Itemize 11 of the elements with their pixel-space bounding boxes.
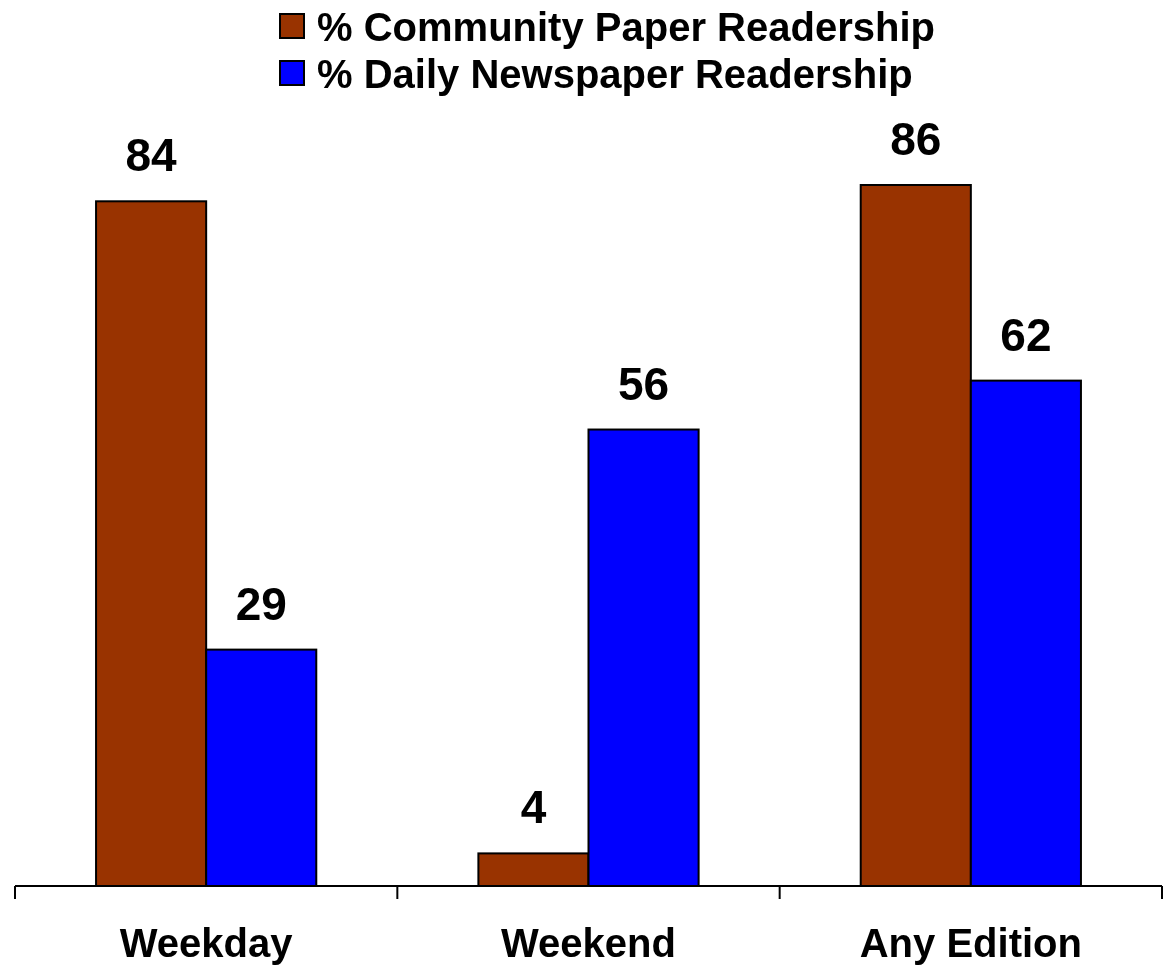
x-tick-label: Weekend (501, 921, 676, 965)
legend-label: % Community Paper Readership (317, 5, 935, 49)
x-tick-label: Weekday (119, 921, 294, 965)
data-label: 62 (1000, 308, 1052, 361)
data-label: 29 (235, 577, 287, 630)
data-label: 84 (125, 129, 178, 182)
data-label: 86 (890, 113, 942, 165)
legend-label: % Daily Newspaper Readership (317, 52, 913, 96)
x-tick-label: Any Edition (859, 921, 1082, 965)
data-label: 4 (520, 781, 547, 834)
data-label: 56 (617, 357, 670, 410)
